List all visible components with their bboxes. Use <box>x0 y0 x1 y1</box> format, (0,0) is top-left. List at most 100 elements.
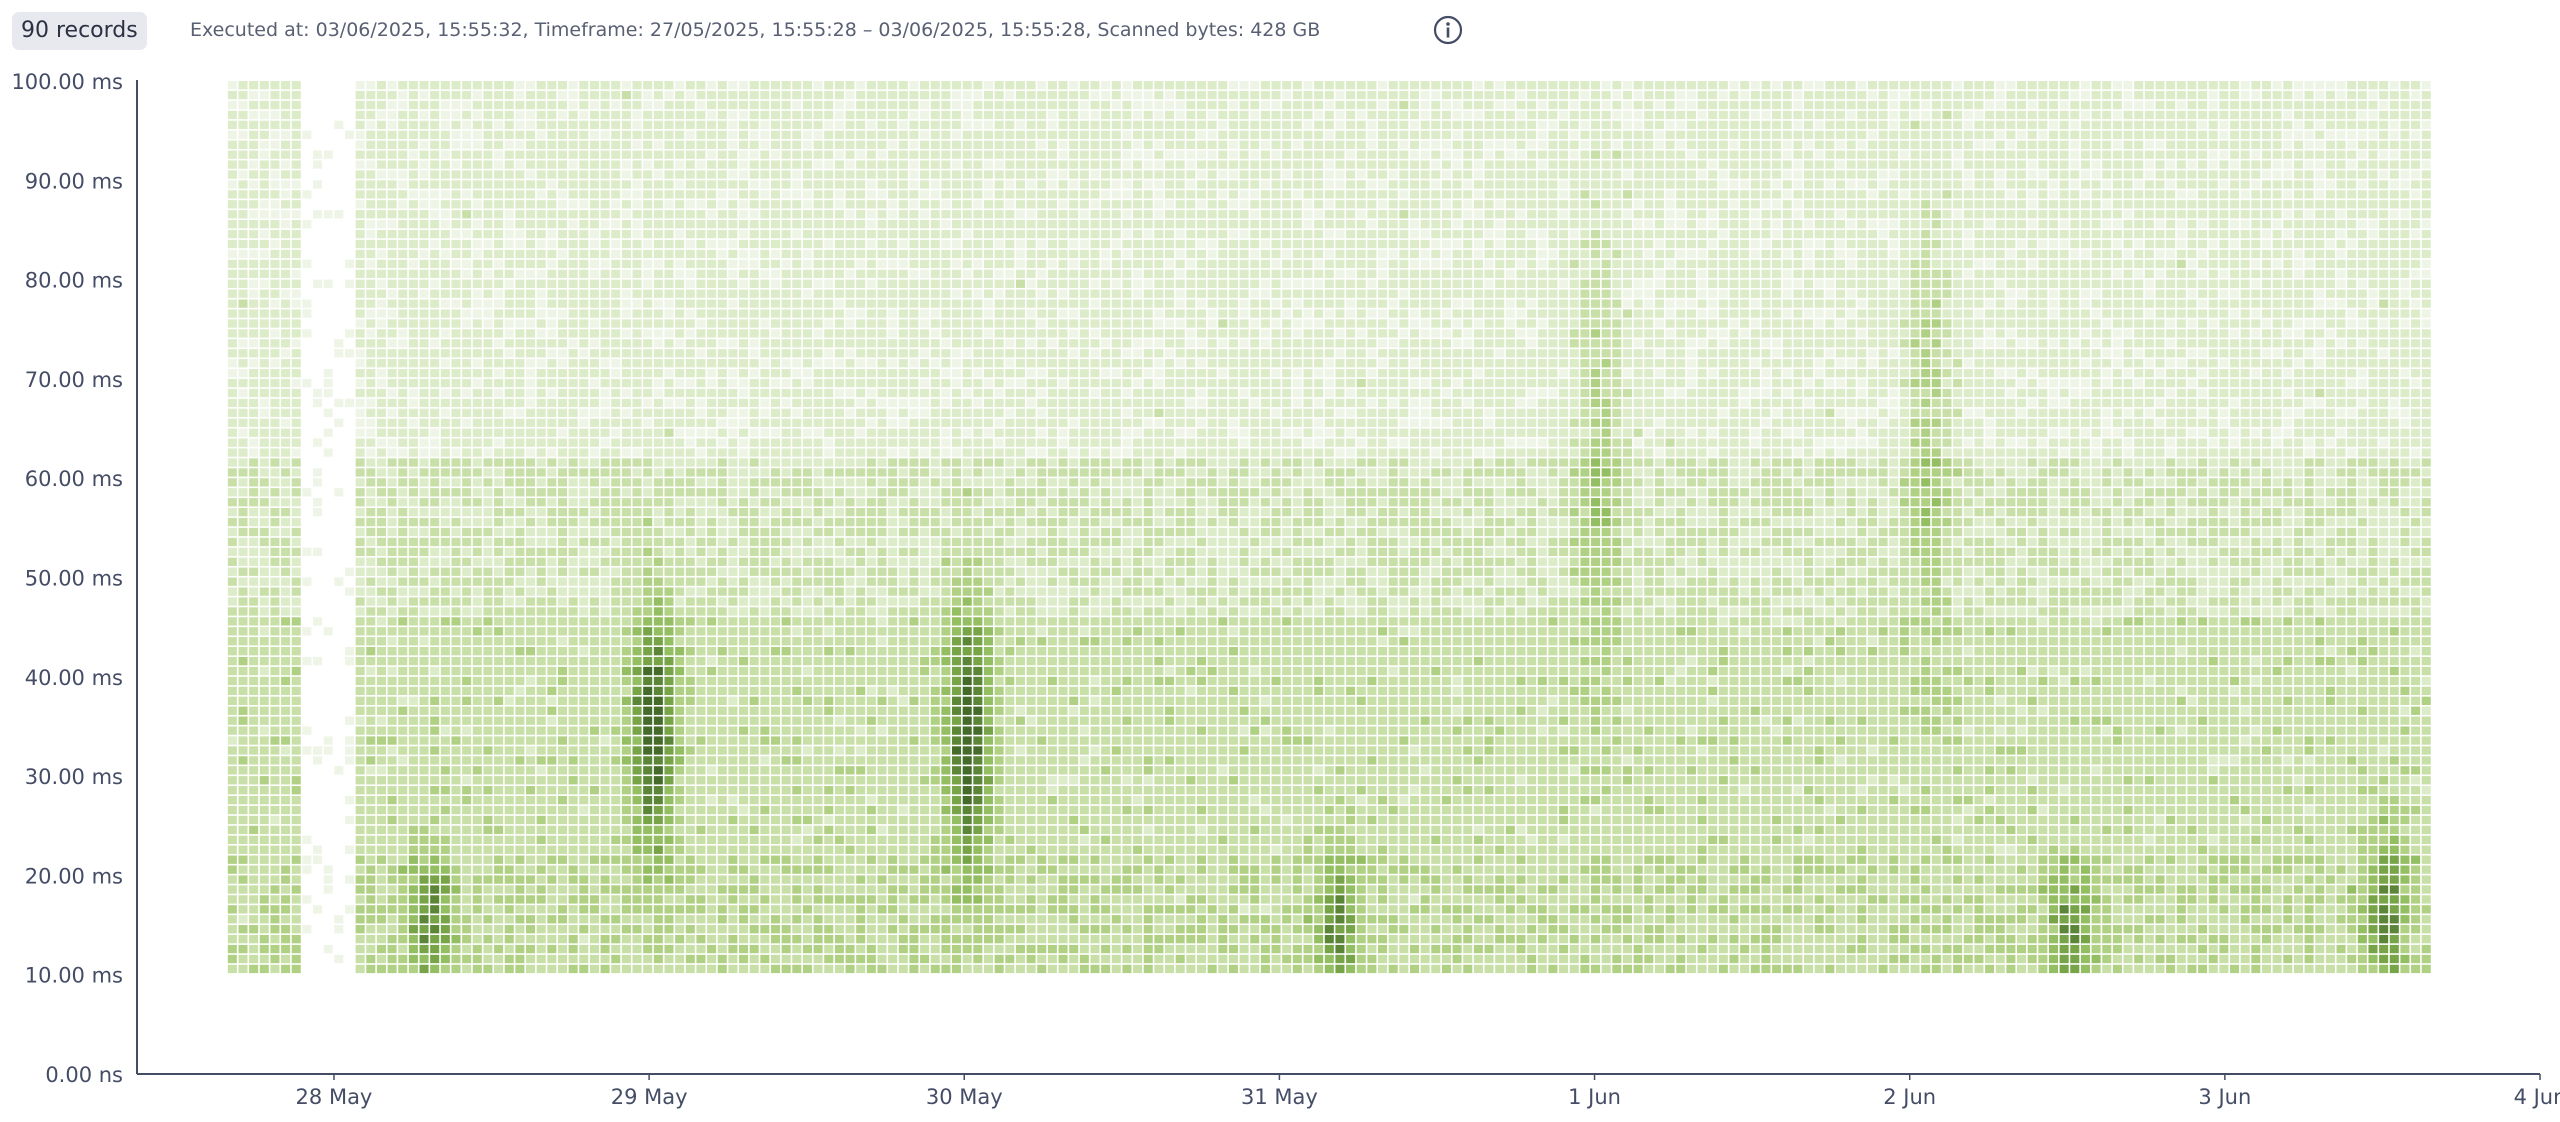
heatmap-cell <box>547 259 557 269</box>
heatmap-cell <box>834 954 844 964</box>
heatmap-cell <box>781 954 791 964</box>
info-circle-icon[interactable] <box>1432 14 1464 46</box>
heatmap-cell <box>270 359 280 368</box>
heatmap-cell <box>376 964 386 974</box>
heatmap-cell <box>259 100 269 110</box>
heatmap-cell <box>526 934 536 944</box>
heatmap-cell <box>632 498 642 507</box>
heatmap-cell <box>227 180 237 189</box>
heatmap-cell <box>227 637 237 646</box>
heatmap-cell <box>611 368 621 378</box>
heatmap-cell <box>696 617 706 626</box>
heatmap-cell <box>249 527 259 537</box>
heatmap-cell <box>387 766 397 775</box>
heatmap-cell <box>589 458 599 467</box>
heatmap-cell <box>717 438 727 447</box>
heatmap-cell <box>802 279 812 288</box>
heatmap-cell <box>270 398 280 408</box>
heatmap-cell <box>387 875 397 884</box>
heatmap-cell <box>685 875 695 884</box>
heatmap-cell <box>685 567 695 576</box>
heatmap-cell <box>845 259 855 269</box>
heatmap-cell <box>557 726 568 735</box>
heatmap-cell <box>760 537 770 547</box>
heatmap-cell <box>302 378 312 388</box>
heatmap-cell <box>526 100 536 110</box>
heatmap-cell <box>675 895 685 904</box>
heatmap-cell <box>770 378 781 388</box>
heatmap-cell <box>696 408 706 418</box>
heatmap-cell <box>643 756 653 765</box>
heatmap-cell <box>589 249 599 259</box>
heatmap-cell <box>802 706 812 715</box>
heatmap-cell <box>472 210 482 219</box>
heatmap-cell <box>781 90 791 100</box>
heatmap-cell <box>749 140 759 149</box>
heatmap-cell <box>451 756 461 765</box>
heatmap-cell <box>760 458 770 467</box>
heatmap-cell <box>643 458 653 467</box>
heatmap-cell <box>728 676 738 686</box>
heatmap-cell <box>834 299 844 308</box>
heatmap-cell <box>270 220 280 229</box>
heatmap-cell <box>451 229 461 239</box>
heatmap-cell <box>664 964 674 974</box>
heatmap-cell <box>281 895 291 904</box>
heatmap-cell <box>536 190 546 199</box>
heatmap-cell <box>770 696 781 705</box>
heatmap-cell <box>707 666 717 676</box>
heatmap-cell <box>259 795 269 805</box>
heatmap-cell <box>483 448 493 457</box>
heatmap-cell <box>494 398 504 408</box>
heatmap-cell <box>291 915 301 924</box>
heatmap-cell <box>483 934 493 944</box>
heatmap-cell <box>451 617 461 626</box>
heatmap-cell <box>419 319 429 328</box>
heatmap-cell <box>451 110 461 120</box>
heatmap-cell <box>600 656 610 666</box>
heatmap-cell <box>387 438 397 447</box>
heatmap-cell <box>632 408 642 418</box>
heatmap-cell <box>557 279 568 288</box>
heatmap-cell <box>281 915 291 924</box>
heatmap-cell <box>834 815 844 825</box>
heatmap-cell <box>600 448 610 457</box>
heatmap-cell <box>568 637 578 646</box>
heatmap-cell <box>770 954 781 964</box>
heatmap-cell <box>536 388 546 398</box>
heatmap-cell <box>440 925 450 934</box>
heatmap-cell <box>451 637 461 646</box>
heatmap-cell <box>238 180 248 189</box>
heatmap-cell <box>440 736 450 745</box>
heatmap-cell <box>270 637 280 646</box>
heatmap-cell <box>526 845 536 854</box>
heatmap-cell <box>717 507 727 517</box>
heatmap-cell <box>717 428 727 437</box>
heatmap-cell <box>696 289 706 298</box>
heatmap-cell <box>504 388 514 398</box>
heatmap-cell <box>398 408 408 418</box>
heatmap-cell <box>557 577 568 586</box>
heatmap-cell <box>462 944 472 954</box>
heatmap-cell <box>494 716 504 725</box>
heatmap-cell <box>760 249 770 259</box>
heatmap-cell <box>259 686 269 696</box>
heatmap-cell <box>323 210 333 219</box>
heatmap-cell <box>728 795 738 805</box>
heatmap-cell <box>643 925 653 934</box>
heatmap-cell <box>270 229 280 239</box>
heatmap-cell <box>834 289 844 298</box>
heatmap-cell <box>802 656 812 666</box>
heatmap-cell <box>462 696 472 705</box>
heatmap-cell <box>781 786 791 795</box>
heatmap-cell <box>238 736 248 745</box>
heatmap-cell <box>376 944 386 954</box>
heatmap-cell <box>739 954 749 964</box>
heatmap-cell <box>281 686 291 696</box>
heatmap-cell <box>270 259 280 269</box>
heatmap-cell <box>685 627 695 636</box>
heatmap-cell <box>696 368 706 378</box>
heatmap-cell <box>643 200 653 209</box>
heatmap-cell <box>824 915 834 924</box>
heatmap-cell <box>387 865 397 874</box>
